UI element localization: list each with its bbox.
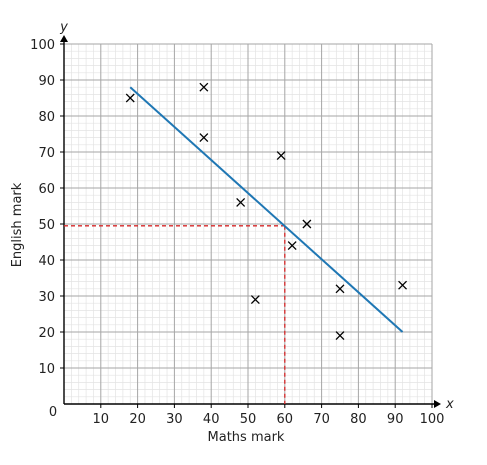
y-tick-label: 60 (38, 182, 55, 197)
y-tick-label: 80 (38, 110, 55, 125)
y-tick-label: 20 (38, 326, 55, 341)
data-point-stroke (276, 151, 286, 161)
data-point-stroke (199, 82, 209, 92)
data-point (236, 197, 246, 207)
data-point (335, 284, 345, 294)
line-of-best-fit (129, 86, 404, 333)
x-tick-label: 60 (277, 412, 294, 427)
x-axis-title: Maths mark (208, 430, 285, 445)
x-tick-label: 90 (387, 412, 404, 427)
data-point-stroke (287, 241, 297, 251)
data-point (302, 219, 312, 229)
x-tick-label: 20 (129, 412, 146, 427)
data-point-stroke (125, 93, 135, 103)
data-point (276, 151, 286, 161)
x-tick-label: 100 (420, 412, 445, 427)
y-tick-label: 70 (38, 146, 55, 161)
data-point (199, 82, 209, 92)
y-tick-label: 100 (30, 38, 55, 53)
tick-labels: 10 20 30 40 50 60 70 80 90 100 10 20 30 40 50 60 70 80 90 1… (30, 38, 444, 427)
x-tick-label: 70 (313, 412, 330, 427)
x-tick-label: 80 (350, 412, 367, 427)
y-axis-arrow (60, 35, 68, 42)
data-point-stroke (335, 284, 345, 294)
data-point-stroke (302, 219, 312, 229)
data-point (335, 331, 345, 341)
y-axis-variable: y (59, 20, 68, 35)
data-point (125, 93, 135, 103)
data-point (250, 295, 260, 305)
data-point (287, 241, 297, 251)
data-point-stroke (199, 133, 209, 143)
data-point-stroke (398, 280, 408, 290)
y-axis-title: English mark (10, 182, 25, 267)
y-tick-label: 90 (38, 74, 55, 89)
data-point (398, 280, 408, 290)
data-point (199, 133, 209, 143)
data-point-stroke (335, 331, 345, 341)
y-tick-label: 30 (38, 290, 55, 305)
x-axis-arrow (434, 400, 441, 408)
y-tick-label: 10 (38, 362, 55, 377)
origin-label: 0 (49, 405, 57, 420)
data-point-stroke (236, 197, 246, 207)
x-tick-label: 30 (166, 412, 183, 427)
fit-line-group (129, 86, 404, 333)
x-tick-label: 50 (240, 412, 257, 427)
x-axis-variable: x (445, 397, 454, 412)
x-tick-label: 40 (203, 412, 220, 427)
reading-lines (64, 225, 286, 404)
data-point-stroke (250, 295, 260, 305)
y-tick-label: 50 (38, 218, 55, 233)
axes (60, 35, 441, 408)
y-tick-label: 40 (38, 254, 55, 269)
data-markers (125, 82, 408, 341)
major-grid (64, 43, 433, 404)
x-tick-label: 10 (93, 412, 110, 427)
